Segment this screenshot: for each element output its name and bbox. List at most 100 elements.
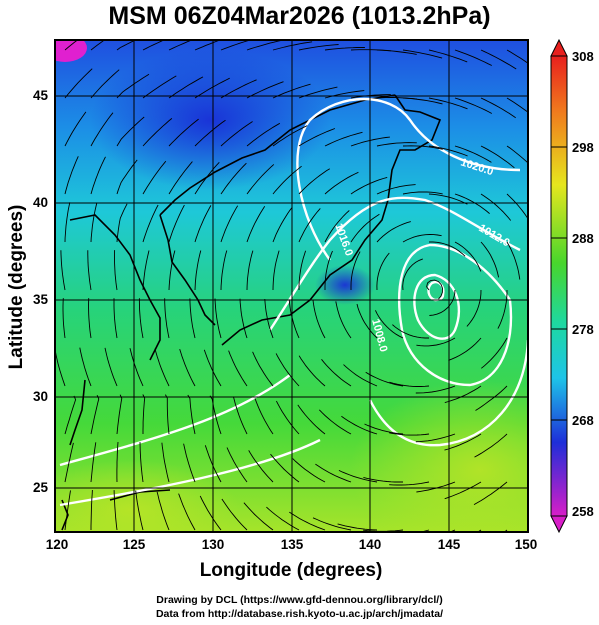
wind-streamlines [55, 40, 528, 532]
streamline [90, 156, 106, 195]
streamline [376, 221, 411, 243]
streamline [444, 385, 482, 404]
streamline [90, 40, 106, 51]
streamline [203, 349, 222, 387]
y-tick-label: 40 [33, 195, 48, 210]
temperature-field: 1020.0 1016.0 1012.0 1008.0 [55, 40, 528, 532]
streamline [246, 164, 275, 195]
streamline [194, 161, 220, 195]
streamline [444, 433, 482, 451]
streamline [87, 250, 92, 291]
streamline [292, 458, 326, 483]
streamline [374, 310, 404, 339]
credit-drawing: Drawing by DCL (https://www.gfd-dennou.o… [156, 594, 443, 606]
streamline [194, 119, 226, 147]
grid [55, 40, 528, 532]
streamline [187, 394, 196, 435]
streamline [341, 415, 378, 435]
streamline [389, 432, 430, 436]
streamline [497, 290, 508, 329]
streamline [204, 445, 222, 483]
plot-frame [54, 39, 529, 533]
streamline [64, 442, 74, 483]
streamline [168, 250, 176, 291]
streamline [335, 301, 352, 339]
y-tick-label: 35 [33, 292, 49, 307]
streamline [79, 347, 92, 387]
streamline [194, 250, 202, 291]
streamline [165, 394, 170, 435]
streamline [321, 359, 352, 387]
streamline [168, 76, 204, 99]
streamline [142, 118, 173, 147]
streamline [444, 481, 482, 500]
streamline [214, 298, 222, 339]
streamline [275, 353, 300, 387]
isobars [59, 97, 528, 507]
streamline [142, 75, 177, 99]
streamline [506, 193, 528, 220]
streamline [402, 49, 443, 59]
streamline [312, 517, 352, 531]
streamline [168, 161, 193, 195]
streamline [135, 490, 144, 531]
streamline [113, 298, 118, 339]
streamline [356, 303, 378, 339]
streamline [62, 298, 66, 339]
colorbar-top-arrow [550, 38, 568, 57]
streamline [64, 202, 71, 243]
streamline [239, 298, 248, 339]
streamline [480, 145, 515, 169]
streamline [480, 241, 500, 278]
colorbar-scale [550, 55, 568, 517]
streamline [168, 204, 185, 243]
streamline [246, 206, 266, 243]
streamline [376, 252, 390, 291]
streamline [503, 529, 508, 532]
x-tick-label: 135 [281, 537, 304, 552]
streamline [142, 394, 146, 434]
streamline [90, 442, 97, 483]
streamline [220, 40, 252, 51]
streamline [90, 489, 93, 530]
streamline [272, 165, 302, 195]
y-tick-label: 25 [33, 480, 49, 495]
streamline [116, 203, 128, 243]
streamline [168, 40, 193, 51]
streamline [298, 355, 326, 387]
streamline [272, 206, 293, 243]
streamline [90, 202, 98, 243]
streamline [183, 443, 196, 483]
streamline [220, 79, 257, 99]
streamline [402, 191, 443, 195]
colorbar-tick-label: 288 [572, 231, 594, 246]
streamline [199, 495, 222, 531]
streamline [270, 453, 300, 483]
streamline [179, 348, 196, 387]
streamline [389, 381, 430, 387]
streamline [297, 404, 326, 435]
streamline [480, 97, 516, 119]
streamline [506, 49, 528, 64]
streamline [264, 298, 274, 339]
streamline [116, 394, 123, 435]
y-axis-ticks: 25 30 35 40 45 [33, 88, 49, 495]
streamline [142, 204, 159, 243]
streamline [139, 442, 144, 483]
streamline [220, 205, 239, 243]
streamline [426, 279, 443, 300]
streamline [298, 208, 321, 243]
x-tick-label: 120 [46, 537, 69, 552]
streamline [318, 409, 352, 435]
streamline [506, 97, 528, 113]
coastlines [61, 94, 442, 531]
streamline [315, 463, 352, 483]
x-tick-label: 150 [515, 537, 538, 552]
streamline [129, 348, 144, 387]
streamline [324, 250, 333, 290]
streamline [350, 176, 388, 195]
streamline [266, 506, 300, 531]
colorbar-bottom-arrow [550, 515, 568, 534]
x-axis-ticks: 120 125 130 135 140 145 150 [46, 537, 538, 552]
streamline [454, 241, 482, 272]
